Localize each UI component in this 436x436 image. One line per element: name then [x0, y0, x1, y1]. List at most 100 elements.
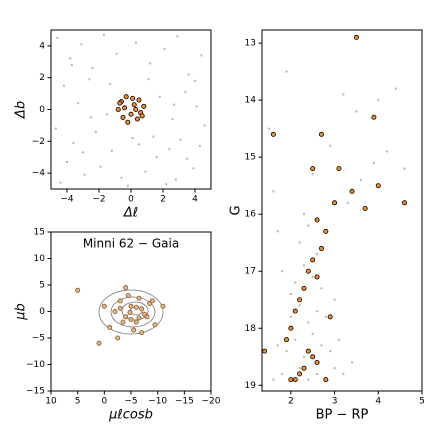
- field-point: [403, 167, 406, 170]
- contour: [98, 289, 164, 335]
- member-point: [288, 377, 294, 383]
- member-point: [314, 274, 320, 280]
- member-point: [117, 305, 123, 311]
- field-point: [298, 241, 301, 244]
- member-point: [117, 100, 123, 106]
- field-point: [280, 372, 284, 376]
- member-point: [123, 285, 129, 291]
- member-point: [107, 324, 113, 330]
- field-point: [147, 78, 150, 81]
- member-point: [152, 322, 158, 328]
- x-tick-label: 3: [332, 397, 338, 407]
- member-point: [305, 348, 311, 354]
- y-tick-label: 18: [245, 324, 257, 334]
- field-point: [355, 110, 358, 113]
- field-point: [298, 304, 301, 307]
- member-point: [349, 188, 355, 194]
- field-point: [120, 176, 123, 180]
- member-point: [375, 183, 381, 189]
- field-point: [324, 315, 328, 319]
- y-tick-label: 2: [39, 73, 45, 83]
- field-point: [62, 84, 65, 87]
- field-point: [394, 87, 397, 90]
- field-point: [89, 116, 93, 119]
- x-tick-label: −4: [60, 195, 74, 205]
- x-tick-label: 5: [75, 397, 81, 407]
- field-point: [59, 181, 62, 184]
- x-tick-label: −10: [148, 397, 167, 407]
- field-point: [193, 79, 197, 83]
- field-point: [267, 127, 271, 130]
- y-tick-label: 0: [39, 307, 45, 317]
- field-point: [168, 148, 171, 151]
- member-point: [371, 114, 377, 120]
- field-point: [272, 190, 275, 193]
- field-point: [307, 378, 310, 381]
- y-tick-label: 0: [39, 105, 45, 115]
- field-point: [72, 141, 75, 145]
- field-point: [152, 135, 155, 138]
- panel: [75, 285, 166, 346]
- x-tick-label: 2: [288, 397, 294, 407]
- x-tick-label: 5: [419, 397, 425, 407]
- panel-title: Minni 62 − Gaia: [83, 237, 179, 251]
- member-point: [292, 377, 298, 383]
- field-point: [350, 361, 354, 364]
- field-point: [137, 143, 141, 146]
- field-point: [200, 54, 203, 57]
- y-tick-label: −5: [32, 334, 45, 344]
- field-point: [285, 349, 288, 353]
- x-axis-label: μℓcosb: [108, 408, 153, 423]
- field-point: [195, 105, 198, 108]
- field-point: [289, 292, 293, 296]
- field-point: [320, 344, 323, 347]
- member-point: [323, 228, 329, 234]
- member-point: [332, 200, 338, 206]
- member-point: [117, 298, 123, 304]
- field-point: [70, 63, 74, 67]
- member-point: [128, 316, 134, 322]
- member-point: [123, 94, 129, 100]
- member-point: [305, 268, 311, 274]
- field-point: [203, 124, 206, 127]
- field-point: [315, 372, 319, 376]
- x-tick-label: 0: [101, 397, 107, 407]
- member-point: [141, 103, 147, 109]
- field-point: [176, 35, 179, 38]
- field-point: [173, 103, 176, 106]
- member-point: [270, 131, 276, 137]
- field-point: [158, 95, 161, 98]
- x-axis-label: BP − RP: [316, 408, 369, 423]
- field-point: [80, 43, 83, 46]
- field-point: [56, 36, 59, 40]
- field-point: [328, 349, 332, 353]
- member-point: [310, 257, 316, 263]
- field-point: [311, 332, 314, 336]
- member-point: [128, 111, 134, 117]
- field-point: [315, 309, 319, 313]
- field-point: [144, 170, 147, 173]
- member-point: [136, 97, 142, 103]
- axes-frame: [50, 29, 212, 190]
- field-point: [289, 315, 293, 319]
- field-point: [69, 57, 72, 60]
- field-point: [359, 178, 362, 182]
- member-point: [310, 354, 316, 360]
- member-point: [262, 348, 268, 354]
- member-point: [141, 311, 147, 317]
- member-point: [297, 371, 303, 377]
- member-point: [297, 297, 303, 303]
- field-point: [377, 98, 380, 102]
- member-point: [133, 304, 139, 310]
- y-tick-label: 14: [245, 96, 257, 106]
- field-point: [91, 66, 94, 70]
- y-tick-label: −15: [26, 387, 45, 397]
- member-point: [139, 113, 145, 119]
- field-point: [342, 372, 345, 376]
- member-point: [122, 105, 128, 111]
- axes-frame: [261, 29, 423, 392]
- member-point: [288, 325, 294, 331]
- x-tick-label: 10: [45, 397, 57, 407]
- field-point: [276, 230, 279, 233]
